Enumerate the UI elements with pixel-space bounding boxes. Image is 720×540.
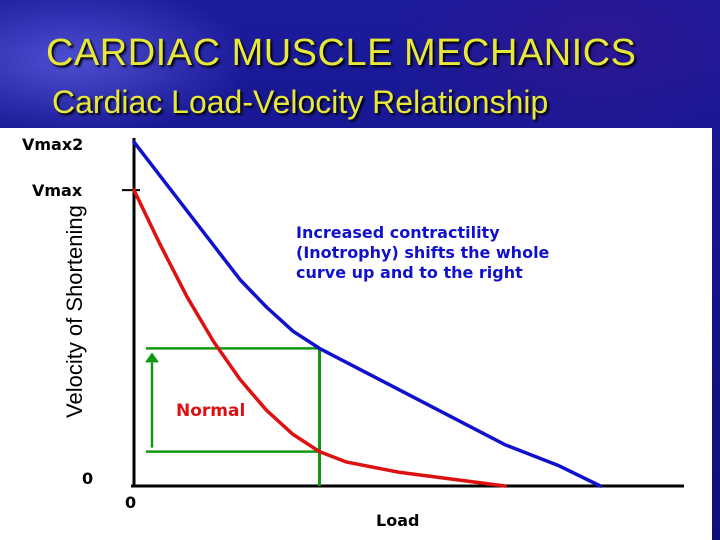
y-tick-label-vmax2: Vmax2 bbox=[22, 135, 83, 154]
normal-curve bbox=[132, 188, 507, 488]
curves bbox=[132, 140, 603, 488]
x-axis-label: Load bbox=[376, 511, 419, 530]
load-velocity-chart: Vmax2 Vmax 0 0 Load Velocity of Shorteni… bbox=[22, 135, 684, 530]
slide-subtitle: Cardiac Load-Velocity Relationship bbox=[52, 84, 549, 120]
increased-contractility-curve bbox=[132, 140, 603, 488]
x-origin-label: 0 bbox=[125, 493, 136, 512]
chart-panel bbox=[0, 128, 712, 540]
annotation-line-2: (Inotrophy) shifts the whole bbox=[296, 243, 550, 262]
shift-arrow-head bbox=[145, 352, 159, 363]
series-label-normal: Normal bbox=[176, 401, 245, 421]
y-origin-label: 0 bbox=[82, 469, 93, 488]
reference-guides bbox=[145, 347, 321, 486]
slide-title: CARDIAC MUSCLE MECHANICS bbox=[46, 32, 637, 74]
y-axis-label: Velocity of Shortening bbox=[62, 205, 87, 418]
annotation-line-1: Increased contractility bbox=[296, 223, 500, 242]
y-tick-label-vmax: Vmax bbox=[32, 181, 83, 200]
annotation-line-3: curve up and to the right bbox=[296, 263, 523, 282]
